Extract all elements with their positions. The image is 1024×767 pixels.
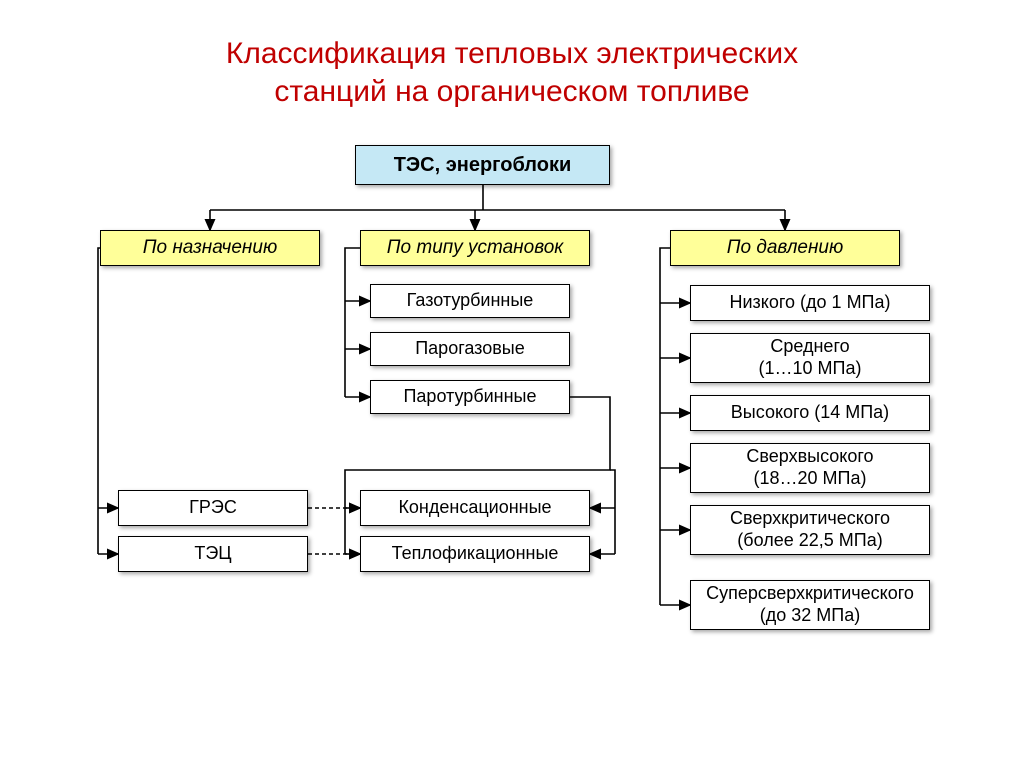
- cat-pressure: По давлению: [670, 230, 900, 266]
- middle-item-0: Конденсационные: [360, 490, 590, 526]
- root-box: ТЭС, энергоблоки: [355, 145, 610, 185]
- purpose-item-1: ТЭЦ: [118, 536, 308, 572]
- pressure-item-2: Высокого (14 МПа): [690, 395, 930, 431]
- purpose-item-0: ГРЭС: [118, 490, 308, 526]
- title-line1: Классификация тепловых электрических: [226, 37, 798, 70]
- pressure-item-4: Сверхкритического (более 22,5 МПа): [690, 505, 930, 555]
- pressure-item-3: Сверхвысокого (18…20 МПа): [690, 443, 930, 493]
- pressure-item-0: Низкого (до 1 МПа): [690, 285, 930, 321]
- type-item-1: Парогазовые: [370, 332, 570, 366]
- type-item-2: Паротурбинные: [370, 380, 570, 414]
- pressure-item-1: Среднего (1…10 МПа): [690, 333, 930, 383]
- pressure-item-5: Суперсверхкритического (до 32 МПа): [690, 580, 930, 630]
- title-line2: станций на органическом топливе: [274, 75, 749, 108]
- type-item-0: Газотурбинные: [370, 284, 570, 318]
- cat-purpose: По назначению: [100, 230, 320, 266]
- diagram-title: Классификация тепловых электрических ста…: [0, 0, 1024, 110]
- cat-type: По типу установок: [360, 230, 590, 266]
- middle-item-1: Теплофикационные: [360, 536, 590, 572]
